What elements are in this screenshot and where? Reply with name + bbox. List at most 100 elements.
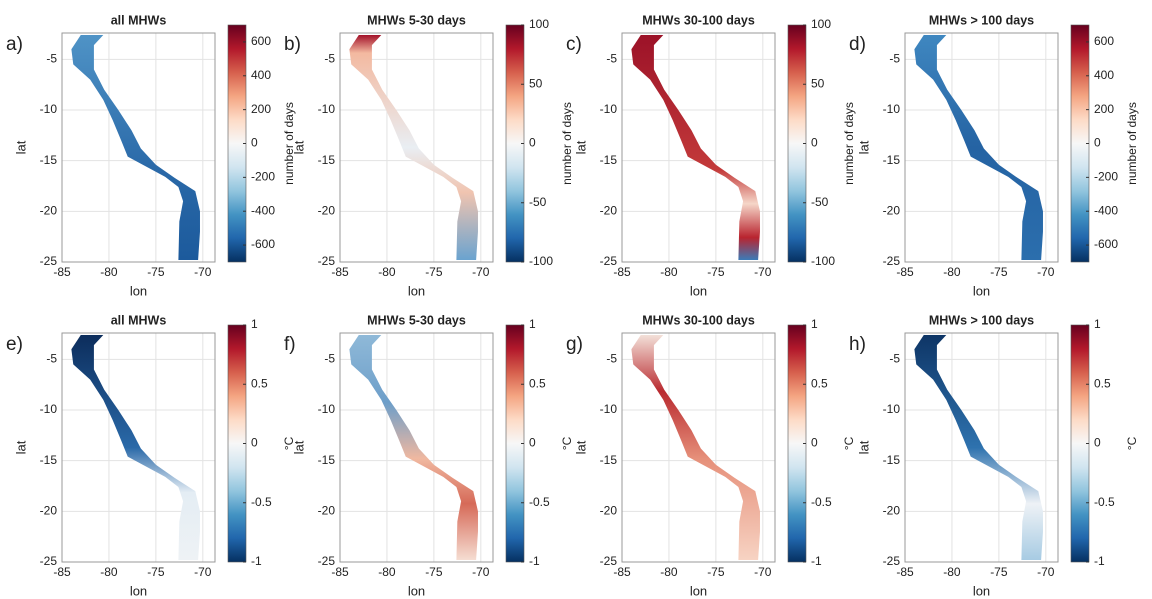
y-tick-label: -10 xyxy=(600,102,618,116)
y-axis-label: lat xyxy=(13,140,28,154)
y-tick-label: -5 xyxy=(324,352,335,366)
colorbar-tick-label: -1 xyxy=(529,554,540,568)
panel-label: d) xyxy=(849,34,866,55)
x-tick-label: -75 xyxy=(990,565,1008,579)
x-tick-label: -70 xyxy=(194,265,212,279)
colorbar-label: number of days xyxy=(282,102,296,185)
y-tick-label: -5 xyxy=(889,352,900,366)
colorbar-tick-label: 400 xyxy=(251,68,271,82)
y-tick-label: -10 xyxy=(40,102,58,116)
colorbar-tick-label: 100 xyxy=(529,17,549,31)
y-tick-label: -25 xyxy=(600,254,618,268)
anomaly-field xyxy=(71,35,200,260)
colorbar-tick-label: -600 xyxy=(1094,237,1118,251)
colorbar-tick-label: 400 xyxy=(1094,68,1114,82)
colorbar-tick-label: -1 xyxy=(811,554,822,568)
y-tick-label: -15 xyxy=(318,153,336,167)
chart-title: all MHWs xyxy=(111,13,167,27)
x-tick-label: -80 xyxy=(943,265,961,279)
colorbar-tick-label: -0.5 xyxy=(1094,495,1115,509)
colorbar-tick-label: 0.5 xyxy=(529,376,546,390)
y-tick-label: -15 xyxy=(883,153,901,167)
colorbar-tick-label: -0.5 xyxy=(251,495,272,509)
y-tick-label: -15 xyxy=(600,453,618,467)
y-tick-label: -10 xyxy=(318,402,336,416)
y-tick-label: -15 xyxy=(40,153,58,167)
y-tick-label: -10 xyxy=(318,102,336,116)
colorbar-tick-label: -100 xyxy=(529,254,553,268)
y-tick-label: -20 xyxy=(318,204,336,218)
y-axis-label: lat xyxy=(856,140,871,154)
y-tick-label: -25 xyxy=(318,254,336,268)
x-tick-label: -75 xyxy=(707,565,725,579)
colorbar-tick-label: 1 xyxy=(811,317,818,331)
x-tick-label: -80 xyxy=(378,265,396,279)
axes-box xyxy=(61,332,216,563)
x-axis-label: lon xyxy=(973,283,990,298)
panel-label: h) xyxy=(849,334,866,355)
panel-label: f) xyxy=(284,334,296,355)
y-tick-label: -25 xyxy=(40,554,58,568)
x-axis-label: lon xyxy=(130,283,147,298)
colorbar-tick-label: 1 xyxy=(1094,317,1101,331)
x-tick-label: -70 xyxy=(1037,565,1055,579)
x-tick-label: -85 xyxy=(613,265,631,279)
y-axis-label: lat xyxy=(291,440,306,454)
chart-title: all MHWs xyxy=(111,313,167,327)
colorbar-tick-label: -1 xyxy=(1094,554,1105,568)
colorbar-tick-label: 0 xyxy=(251,436,258,450)
x-tick-label: -70 xyxy=(1037,265,1055,279)
colorbar-label: number of days xyxy=(842,102,856,185)
x-axis-label: lon xyxy=(130,583,147,598)
x-tick-label: -85 xyxy=(331,265,349,279)
axes-box xyxy=(621,332,776,563)
colorbar-label: °C xyxy=(842,436,856,450)
x-tick-label: -75 xyxy=(425,565,443,579)
y-tick-label: -15 xyxy=(600,153,618,167)
axes-box xyxy=(339,32,494,263)
y-tick-label: -10 xyxy=(40,402,58,416)
x-tick-label: -75 xyxy=(147,565,165,579)
panel-label: a) xyxy=(6,34,23,55)
y-axis-label: lat xyxy=(291,140,306,154)
colorbar-tick-label: -600 xyxy=(251,237,275,251)
x-tick-label: -85 xyxy=(53,565,71,579)
anomaly-field xyxy=(631,335,760,560)
chart-title: MHWs > 100 days xyxy=(929,313,1034,327)
y-tick-label: -25 xyxy=(883,254,901,268)
y-tick-label: -15 xyxy=(40,453,58,467)
colorbar-tick-label: -0.5 xyxy=(811,495,832,509)
x-tick-label: -75 xyxy=(707,265,725,279)
x-axis-label: lon xyxy=(690,283,707,298)
colorbar-tick-label: 1 xyxy=(251,317,258,331)
anomaly-field xyxy=(349,335,478,560)
panel-label: e) xyxy=(6,334,23,355)
colorbar-tick-label: -400 xyxy=(251,203,275,217)
x-axis-label: lon xyxy=(690,583,707,598)
y-tick-label: -25 xyxy=(40,254,58,268)
y-tick-label: -20 xyxy=(883,204,901,218)
panel-label: g) xyxy=(566,334,583,355)
y-tick-label: -20 xyxy=(318,504,336,518)
chart-title: MHWs 5-30 days xyxy=(367,13,466,27)
panel-label: b) xyxy=(284,34,301,55)
x-tick-label: -80 xyxy=(378,565,396,579)
x-tick-label: -70 xyxy=(472,565,490,579)
colorbar-tick-label: 0.5 xyxy=(1094,376,1111,390)
chart-title: MHWs 5-30 days xyxy=(367,313,466,327)
x-tick-label: -75 xyxy=(990,265,1008,279)
y-tick-label: -5 xyxy=(606,352,617,366)
x-tick-label: -70 xyxy=(754,565,772,579)
x-axis-label: lon xyxy=(408,583,425,598)
colorbar-tick-label: 50 xyxy=(811,76,825,90)
colorbar-tick-label: 0 xyxy=(1094,436,1101,450)
y-tick-label: -5 xyxy=(606,52,617,66)
y-tick-label: -25 xyxy=(318,554,336,568)
y-tick-label: -20 xyxy=(40,204,58,218)
x-tick-label: -80 xyxy=(943,565,961,579)
colorbar-tick-label: 200 xyxy=(251,102,271,116)
y-tick-label: -25 xyxy=(883,554,901,568)
anomaly-field xyxy=(914,35,1043,260)
axes-box xyxy=(339,332,494,563)
colorbar-tick-label: 50 xyxy=(529,76,543,90)
